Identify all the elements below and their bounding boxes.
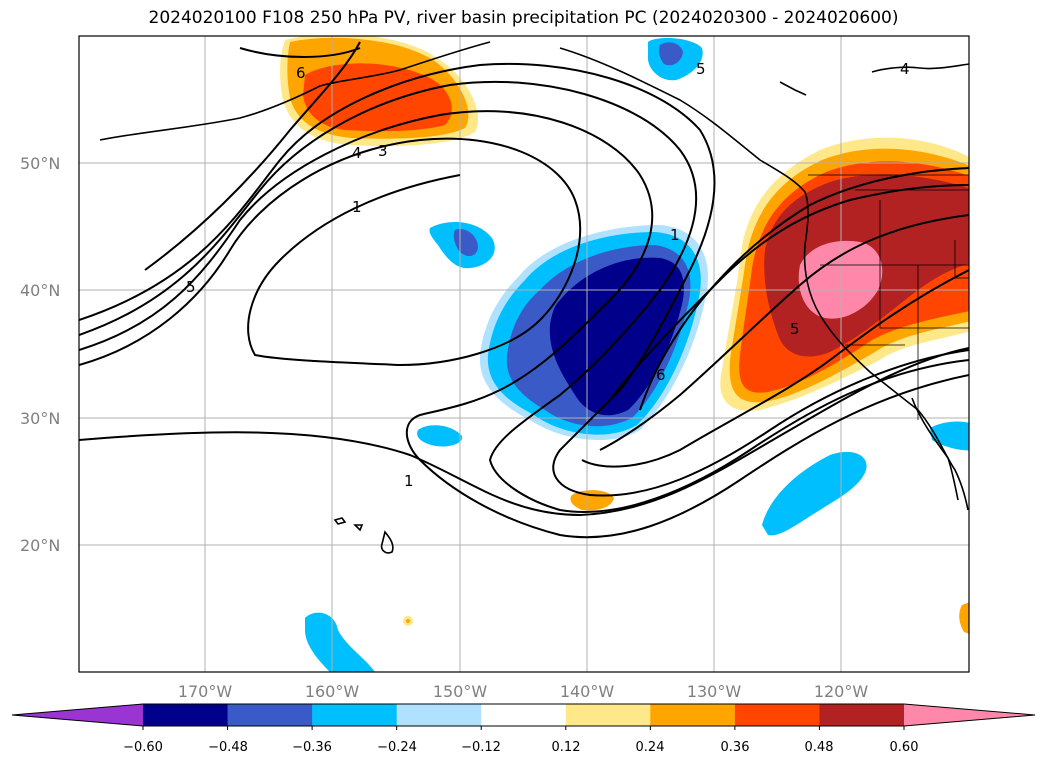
colorbar-tick-label: −0.36 (292, 740, 332, 755)
contour-label: 5 (790, 320, 800, 338)
contour-label: 4 (352, 144, 362, 162)
contour-label: 5 (186, 278, 196, 296)
colorbar-tick-label: −0.48 (208, 740, 248, 755)
lat-label: 20°N (20, 536, 60, 555)
colorbar-segment (565, 704, 651, 726)
colorbar-tick-label: 0.60 (890, 740, 919, 755)
lon-label: 120°W (814, 682, 869, 701)
colorbar-segment (143, 704, 229, 726)
lat-label: 30°N (20, 409, 60, 428)
colorbar-tick-label: 0.12 (552, 740, 581, 755)
colorbar-segment (227, 704, 313, 726)
map-gridlines (79, 36, 969, 672)
colorbar-segment (396, 704, 482, 726)
contour-label: 5 (696, 60, 706, 78)
colorbar (11, 703, 1036, 730)
colorbar-segment (312, 704, 398, 726)
state-borders (808, 174, 969, 420)
contour-label: 1 (670, 226, 680, 244)
contour-label: 6 (296, 64, 306, 82)
colorbar-segment (734, 704, 820, 726)
colorbar-segment (650, 704, 736, 726)
lon-label: 170°W (178, 682, 233, 701)
colorbar-segment (481, 704, 567, 726)
lon-label: 150°W (433, 682, 488, 701)
contour-label: 6 (656, 366, 666, 384)
lat-label: 40°N (20, 281, 60, 300)
map-frame (78, 35, 970, 673)
longitude-labels: 170°W 160°W 150°W 140°W 130°W 120°W (178, 682, 869, 701)
colorbar-ticks: −0.60 −0.48 −0.36 −0.24 −0.12 0.12 0.24 … (123, 740, 918, 755)
contour-label: 1 (404, 472, 414, 490)
colorbar-segment (819, 704, 905, 726)
colorbar-tick-label: 0.48 (805, 740, 834, 755)
coastlines (99, 41, 969, 554)
contour-label: 3 (378, 142, 388, 160)
map-title: 2024020100 F108 250 hPa PV, river basin … (148, 8, 899, 28)
lat-label: 50°N (20, 154, 60, 173)
lon-label: 160°W (305, 682, 360, 701)
contour-labels: 6 4 3 1 5 1 6 5 1 5 4 (186, 60, 910, 490)
colorbar-tick-label: 0.36 (721, 740, 750, 755)
colorbar-tick-label: −0.60 (123, 740, 163, 755)
latitude-labels: 50°N 40°N 30°N 20°N (20, 154, 60, 555)
pv-contours (79, 41, 969, 539)
contour-label: 4 (900, 60, 910, 78)
contour-label: 1 (352, 198, 362, 216)
colorbar-tick-label: −0.24 (377, 740, 417, 755)
lon-label: 140°W (560, 682, 615, 701)
colorbar-segment (904, 704, 1035, 726)
colorbar-tick-label: 0.24 (636, 740, 665, 755)
colorbar-segment (12, 704, 143, 726)
precip-shading (280, 36, 969, 672)
colorbar-tick-label: −0.12 (461, 740, 501, 755)
lon-label: 130°W (687, 682, 742, 701)
